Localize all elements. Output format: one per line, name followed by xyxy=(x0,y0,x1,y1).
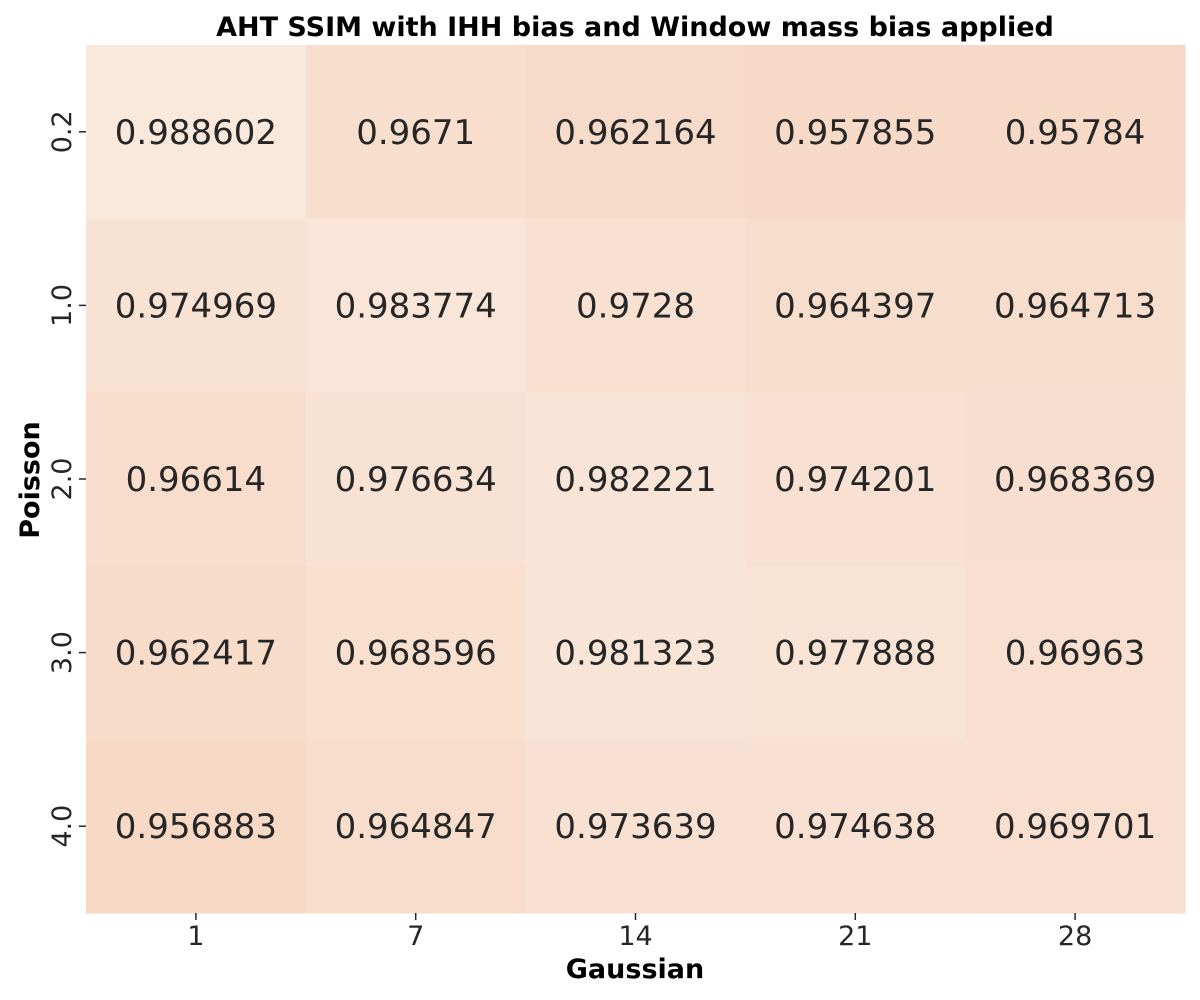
cell-value-label: 0.981323 xyxy=(554,634,716,674)
cell-value-label: 0.969701 xyxy=(994,807,1156,847)
heatmap-cell xyxy=(86,739,307,914)
y-tick-label: 3.0 xyxy=(47,631,78,674)
heatmap-cell xyxy=(86,45,307,220)
x-tick-label: 1 xyxy=(187,921,204,952)
cell-value-label: 0.956883 xyxy=(115,807,277,847)
cell-value-label: 0.964847 xyxy=(335,807,497,847)
heatmap-cell xyxy=(305,218,527,393)
x-axis-label: Gaussian xyxy=(566,954,704,985)
y-tick-label: 1.0 xyxy=(47,284,78,327)
y-axis-label: Poisson xyxy=(15,421,46,539)
y-tick-label: 2.0 xyxy=(47,458,78,501)
heatmap-cell xyxy=(305,45,527,220)
heatmap-cell xyxy=(525,565,746,740)
heatmap-cell xyxy=(525,392,746,567)
cell-value-label: 0.95784 xyxy=(1005,113,1146,153)
heatmap-cell xyxy=(965,392,1186,567)
heatmap-cell xyxy=(305,565,527,740)
cell-value-label: 0.96963 xyxy=(1005,634,1146,674)
heatmap-cell xyxy=(305,392,527,567)
heatmap-cell xyxy=(965,565,1186,740)
cell-value-label: 0.968596 xyxy=(335,634,497,674)
cell-value-label: 0.988602 xyxy=(115,113,277,153)
y-axis-ticks: 0.2 1.0 2.0 3.0 4.0 xyxy=(47,110,86,848)
heatmap-cell-labels: 0.988602 0.9671 0.962164 0.957855 0.95784 0.9… xyxy=(115,113,1156,847)
y-tick-label: 4.0 xyxy=(47,805,78,848)
heatmap-cell xyxy=(86,218,307,393)
cell-value-label: 0.974638 xyxy=(774,807,936,847)
heatmap-cell xyxy=(745,392,966,567)
chart-title: AHT SSIM with IHH bias and Window mass b… xyxy=(216,12,1054,43)
x-tick-label: 28 xyxy=(1058,921,1092,952)
heatmap-cell xyxy=(86,392,307,567)
heatmap-cell xyxy=(525,45,746,220)
heatmap-cell xyxy=(745,45,966,220)
x-axis-ticks: 1 7 14 21 28 xyxy=(187,913,1092,952)
cell-value-label: 0.964713 xyxy=(994,286,1156,326)
heatmap-cell xyxy=(525,739,746,914)
cell-value-label: 0.962417 xyxy=(115,634,277,674)
cell-value-label: 0.957855 xyxy=(774,113,936,153)
cell-value-label: 0.962164 xyxy=(554,113,716,153)
cell-value-label: 0.982221 xyxy=(554,460,716,500)
cell-value-label: 0.983774 xyxy=(335,286,497,326)
heatmap-cell xyxy=(305,739,527,914)
cell-value-label: 0.96614 xyxy=(126,460,267,500)
heatmap-cell xyxy=(745,739,966,914)
x-tick-label: 14 xyxy=(618,921,652,952)
heatmap-cell xyxy=(525,218,746,393)
heatmap-cell xyxy=(86,565,307,740)
heatmap-cell xyxy=(745,565,966,740)
cell-value-label: 0.964397 xyxy=(774,286,936,326)
cell-value-label: 0.9671 xyxy=(356,113,475,153)
cell-value-label: 0.973639 xyxy=(554,807,716,847)
heatmap-cell xyxy=(965,739,1186,914)
cell-value-label: 0.977888 xyxy=(774,634,936,674)
heatmap-cell xyxy=(965,218,1186,393)
x-tick-label: 21 xyxy=(838,921,872,952)
cell-value-label: 0.974201 xyxy=(774,460,936,500)
heatmap-cells xyxy=(86,45,1186,914)
cell-value-label: 0.9728 xyxy=(576,286,695,326)
x-tick-label: 7 xyxy=(407,921,424,952)
heatmap-cell xyxy=(965,45,1186,220)
cell-value-label: 0.968369 xyxy=(994,460,1156,500)
heatmap-cell xyxy=(745,218,966,393)
cell-value-label: 0.974969 xyxy=(115,286,277,326)
y-tick-label: 0.2 xyxy=(47,110,78,153)
cell-value-label: 0.976634 xyxy=(335,460,497,500)
